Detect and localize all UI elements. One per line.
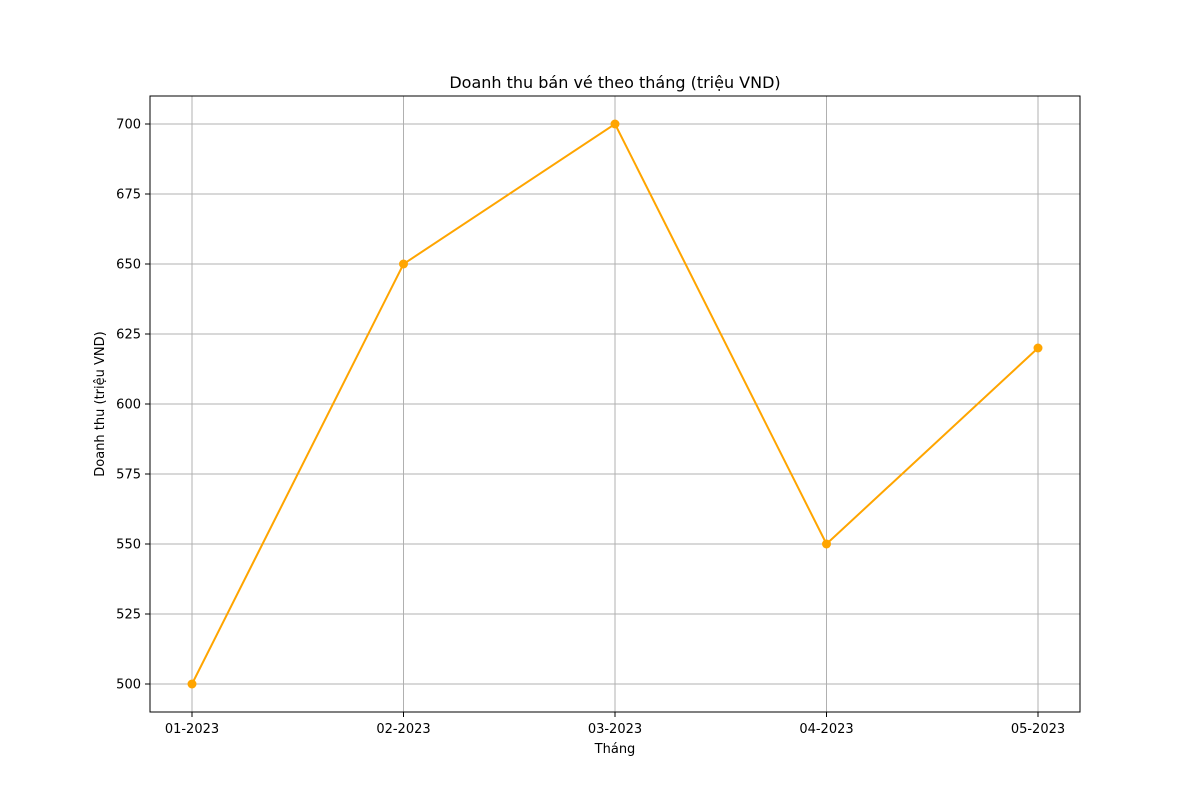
data-point xyxy=(822,539,831,549)
y-tick-label: 500 xyxy=(116,678,141,693)
y-tick-label: 625 xyxy=(116,328,141,343)
y-tick-label: 675 xyxy=(116,188,141,203)
x-tick-label: 04-2023 xyxy=(799,722,853,737)
series-layer xyxy=(187,119,1043,689)
y-tick-label: 575 xyxy=(116,468,141,483)
x-tick-label: 01-2023 xyxy=(165,722,219,737)
y-tick-label: 700 xyxy=(116,118,141,133)
y-tick-label: 550 xyxy=(116,538,141,553)
data-point xyxy=(610,119,620,129)
y-tick-label: 650 xyxy=(116,258,141,273)
y-tick-label: 525 xyxy=(116,608,141,623)
x-tick-label: 03-2023 xyxy=(588,722,642,737)
chart-title: Doanh thu bán vé theo tháng (triệu VND) xyxy=(449,73,780,92)
ticks: 01-2023 02-2023 03-2023 04-2023 05-2023 500 52… xyxy=(116,118,1065,738)
x-tick-label: 05-2023 xyxy=(1011,722,1065,737)
x-tick-label: 02-2023 xyxy=(376,722,430,737)
data-point xyxy=(187,679,197,689)
x-axis-label: Tháng xyxy=(594,742,636,757)
data-point xyxy=(1033,343,1043,353)
data-point xyxy=(399,259,408,269)
y-tick-label: 600 xyxy=(116,398,141,413)
y-axis-label: Doanh thu (triệu VND) xyxy=(93,331,108,476)
